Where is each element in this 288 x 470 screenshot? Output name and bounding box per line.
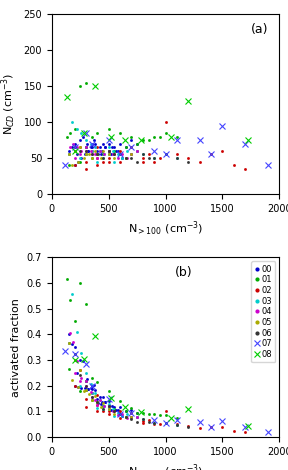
Text: (b): (b)	[175, 266, 193, 279]
X-axis label: N$_{>100}$ (cm$^{-3}$): N$_{>100}$ (cm$^{-3}$)	[128, 219, 203, 237]
Legend: 00, 01, 02, 03, 04, 05, 06, 07, 08: 00, 01, 02, 03, 04, 05, 06, 07, 08	[251, 261, 275, 362]
Y-axis label: N$_{CD}$ (cm$^{-3}$): N$_{CD}$ (cm$^{-3}$)	[0, 73, 18, 135]
Y-axis label: activated fraction: activated fraction	[11, 298, 21, 397]
Text: (a): (a)	[251, 23, 268, 36]
X-axis label: N$_{>100}$ (cm$^{-3}$): N$_{>100}$ (cm$^{-3}$)	[128, 462, 203, 470]
